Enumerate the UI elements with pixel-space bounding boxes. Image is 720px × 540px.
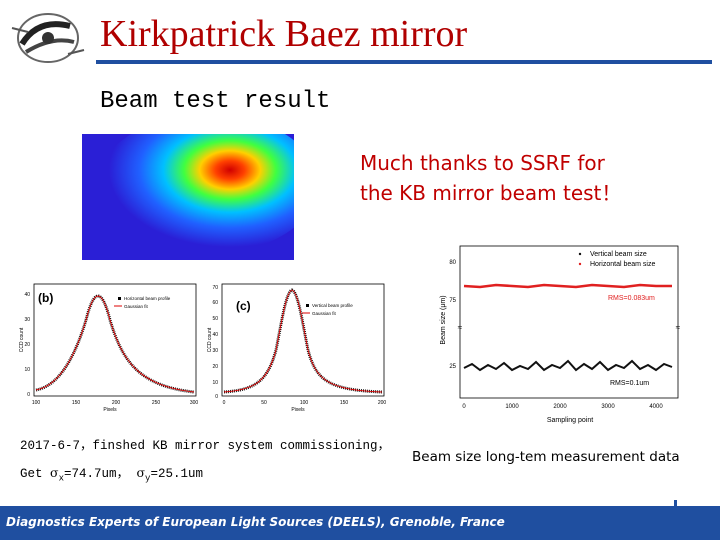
long-term-beam-size-plot: Vertical beam size Horizontal beam size … (440, 245, 681, 424)
x-tick: 200 (378, 400, 386, 406)
y-tick: 0 (215, 394, 218, 400)
y-tick: 10 (24, 367, 30, 373)
institute-logo-icon (11, 13, 85, 63)
vertical-profile-plot: (c) Vertical beam profile Gaussian fit 7… (207, 283, 386, 413)
y-tick: 10 (212, 380, 218, 386)
y-tick: 20 (212, 364, 218, 370)
legend-vertical: Vertical beam size (590, 251, 647, 258)
x-axis-label: Pixels (291, 407, 305, 413)
y-tick: 75 (449, 298, 456, 304)
x-tick: 2000 (553, 404, 567, 410)
y-tick: 20 (24, 342, 30, 348)
x-tick: 150 (72, 400, 81, 406)
subscript-y: y (145, 473, 151, 484)
x-tick: 100 (32, 400, 41, 406)
footer-tick-mark (674, 500, 677, 510)
title-underline (96, 60, 712, 64)
x-tick: 0 (462, 404, 466, 410)
y-tick: 70 (212, 285, 218, 291)
sigma-symbol: σ (50, 465, 59, 480)
page-title: Kirkpatrick Baez mirror (100, 13, 468, 55)
commissioning-caption: 2017-6-7，finshed KB mirror system commis… (20, 439, 391, 453)
footer-bar: Diagnostics Experts of European Light So… (0, 506, 720, 540)
x-tick: 3000 (601, 404, 615, 410)
y-tick: 25 (449, 364, 456, 370)
legend-horizontal: Horizontal beam size (590, 261, 655, 268)
beam-spot-image (82, 134, 294, 260)
axis-break-left: ≈ (458, 323, 463, 332)
caption-prefix: Get (20, 467, 51, 481)
thanks-line-2: the KB mirror beam test！ (360, 181, 622, 205)
x-tick: 0 (223, 400, 226, 406)
sigma-symbol: σ (136, 465, 146, 480)
legend-marker-points (118, 297, 121, 300)
subscript-x: x (58, 473, 64, 484)
thanks-note: Much thanks to SSRF for the KB mirror be… (360, 148, 700, 208)
x-tick: 300 (190, 400, 198, 406)
y-tick: 30 (212, 348, 218, 354)
legend-entry-2: Gaussian fit (312, 311, 337, 316)
thanks-line-1: Much thanks to SSRF for (360, 151, 605, 175)
panel-label-b: (b) (38, 291, 53, 305)
y-tick: 80 (449, 260, 456, 266)
x-tick: 1000 (505, 404, 519, 410)
x-tick: 250 (152, 400, 161, 406)
x-tick: 100 (300, 400, 309, 406)
panel-label-c: (c) (236, 299, 251, 313)
y-tick: 60 (212, 300, 218, 306)
axis-break-right: ≈ (676, 323, 681, 332)
horizontal-profile-plot: (b) Horizontal beam profile Gaussian fit… (19, 283, 198, 413)
y-axis-label: CCD count (207, 327, 213, 352)
legend-marker-points (306, 304, 309, 307)
x-axis-label: Sampling point (547, 417, 593, 424)
long-term-caption: Beam size long-tem measurement data (412, 449, 680, 465)
y-tick: 30 (24, 317, 30, 323)
legend-entry-1: Horizontal beam profile (124, 296, 171, 301)
sigma-y-value: =25.1um (150, 467, 203, 481)
x-tick: 50 (261, 400, 267, 406)
y-tick: 40 (212, 332, 218, 338)
legend-entry-1: Vertical beam profile (312, 303, 353, 308)
legend-entry-2: Gaussian fit (124, 304, 149, 309)
x-axis-label: Pixels (103, 407, 117, 413)
x-tick: 4000 (649, 404, 663, 410)
sigma-x-value: =74.7um， (63, 467, 137, 481)
y-tick: 50 (212, 316, 218, 322)
rms-vertical-annotation: RMS=0.1um (610, 380, 649, 387)
section-subtitle: Beam test result (100, 88, 331, 115)
y-tick: 40 (24, 292, 30, 298)
footer-text: Diagnostics Experts of European Light So… (6, 515, 505, 529)
rms-horizontal-annotation: RMS=0.083um (608, 295, 655, 302)
y-tick: 0 (27, 392, 30, 398)
y-axis-label: Beam size (μm) (440, 295, 447, 344)
beam-size-caption: Get σx=74.7um， σy=25.1um (20, 462, 203, 484)
y-axis-label: CCD count (19, 327, 25, 352)
x-tick: 150 (340, 400, 349, 406)
x-tick: 200 (112, 400, 121, 406)
